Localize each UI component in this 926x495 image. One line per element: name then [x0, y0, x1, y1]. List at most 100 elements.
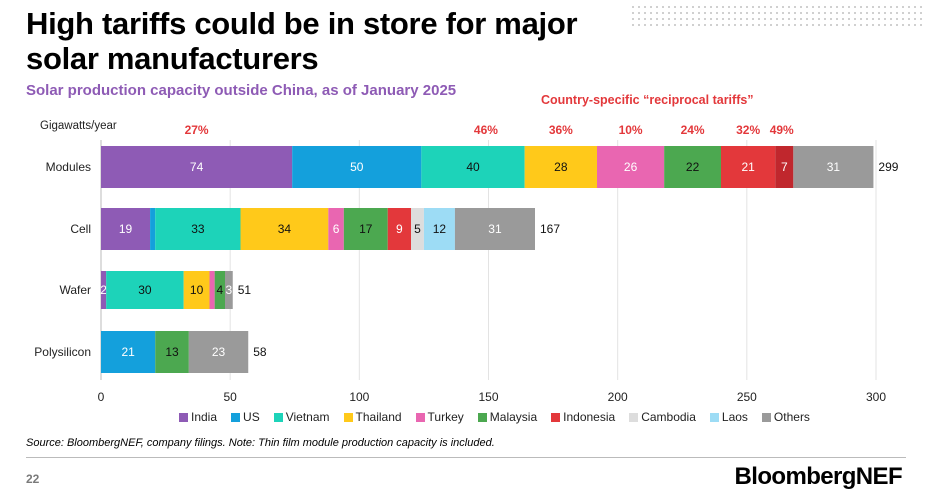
bar-segment: [183, 271, 210, 309]
legend-swatch: [477, 412, 487, 422]
tariff-label: 32%: [736, 123, 760, 137]
legend-label: Indonesia: [563, 410, 616, 424]
slide-title: High tariffs could be in store for major…: [26, 6, 578, 76]
stacked-bar-chart: 0 50 100 150 200 250 300Gigawatts/yearModulesC…: [34, 120, 898, 404]
bar-segment: [387, 208, 411, 250]
data-label: 74: [190, 160, 204, 174]
legend-label: Vietnam: [285, 410, 330, 424]
source-note: Source: BloombergNEF, company filings. N…: [26, 437, 495, 449]
data-label: 31: [488, 222, 502, 236]
bar-segment: [101, 146, 293, 188]
data-label: 21: [121, 345, 135, 359]
legend-swatch: [179, 412, 188, 422]
bar-segment: [454, 208, 535, 250]
x-tick-label: 200: [608, 390, 628, 404]
legend-swatch: [273, 412, 283, 422]
x-tick-label: 300: [866, 390, 886, 404]
data-label: 7: [781, 160, 788, 174]
bar-segment: [775, 146, 794, 188]
legend-item: Cambodia: [629, 410, 696, 424]
legend-swatch: [343, 412, 353, 422]
data-label: 4: [216, 283, 223, 297]
legend-label: Others: [773, 410, 810, 424]
data-label: 33: [191, 222, 205, 236]
footer-divider: [26, 457, 906, 458]
legend-item: Thailand: [343, 410, 402, 424]
total-label: 167: [540, 222, 560, 236]
tariff-label: 46%: [474, 123, 498, 137]
decorative-dot-pattern: [630, 4, 922, 28]
bar-segment: [101, 271, 107, 309]
bar-segment: [664, 146, 721, 188]
data-label: 26: [624, 160, 638, 174]
category-label: Cell: [70, 222, 91, 236]
tariff-label: 49%: [770, 123, 794, 137]
bar-segment: [793, 146, 874, 188]
bar-segment: [240, 208, 329, 250]
data-label: 22: [686, 160, 700, 174]
legend-item: Laos: [709, 410, 748, 424]
x-tick-label: 250: [737, 390, 757, 404]
legend-item: US: [231, 410, 260, 424]
legend-item: Turkey: [415, 410, 464, 424]
data-label: 17: [359, 222, 373, 236]
legend-swatch: [231, 412, 241, 422]
legend-label: Laos: [721, 410, 748, 424]
legend-item: Vietnam: [273, 410, 330, 424]
total-label: 299: [878, 160, 898, 174]
legend-label: Thailand: [355, 410, 402, 424]
bar-segment: [150, 208, 156, 250]
bar-segment: [225, 271, 233, 309]
legend-swatch: [709, 412, 719, 422]
bar-segment: [423, 208, 455, 250]
total-label: 51: [238, 283, 252, 297]
category-label: Modules: [46, 160, 91, 174]
x-tick-label: 50: [223, 390, 237, 404]
unit-label: Gigawatts/year: [40, 120, 117, 132]
legend-item: India: [179, 410, 217, 424]
bar-segment: [188, 331, 249, 373]
bar-segment: [524, 146, 597, 188]
x-tick-label: 100: [349, 390, 369, 404]
x-tick-label: 0: [98, 390, 105, 404]
category-label: Wafer: [59, 283, 91, 297]
legend-label: Turkey: [427, 410, 464, 424]
bar-segment: [328, 208, 344, 250]
legend-swatch: [551, 412, 561, 422]
data-label: 5: [414, 222, 421, 236]
data-label: 19: [119, 222, 133, 236]
data-label: 30: [138, 283, 152, 297]
bar-segment: [343, 208, 388, 250]
data-label: 3: [226, 283, 233, 297]
data-label: 2: [100, 283, 107, 297]
bar-segment: [214, 271, 225, 309]
page-number: 22: [26, 472, 40, 486]
chart-legend: India US Vietnam Thailand Turkey Malaysia Indo…: [179, 409, 824, 425]
category-label: Polysilicon: [34, 345, 91, 359]
legend-swatch: [629, 412, 639, 422]
bar-segment: [421, 146, 525, 188]
data-label: 13: [165, 345, 179, 359]
bar-segment: [209, 271, 215, 309]
legend-item: Malaysia: [477, 410, 538, 424]
legend-item: Others: [761, 410, 810, 424]
x-tick-label: 150: [478, 390, 498, 404]
legend-label: Malaysia: [489, 410, 538, 424]
data-label: 28: [554, 160, 568, 174]
data-label: 21: [741, 160, 755, 174]
data-label: 31: [827, 160, 841, 174]
data-label: 6: [333, 222, 340, 236]
bar-segment: [101, 208, 151, 250]
total-label: 58: [253, 345, 267, 359]
tariff-label: 24%: [681, 123, 705, 137]
data-label: 10: [190, 283, 204, 297]
legend-label: Cambodia: [641, 410, 696, 424]
legend-label: US: [243, 410, 260, 424]
bar-segment: [101, 331, 156, 373]
tariff-label: 36%: [549, 123, 573, 137]
legend-swatch: [415, 412, 425, 422]
bar-segment: [411, 208, 424, 250]
bar-segment: [106, 271, 184, 309]
bar-segment: [721, 146, 776, 188]
data-label: 50: [350, 160, 364, 174]
